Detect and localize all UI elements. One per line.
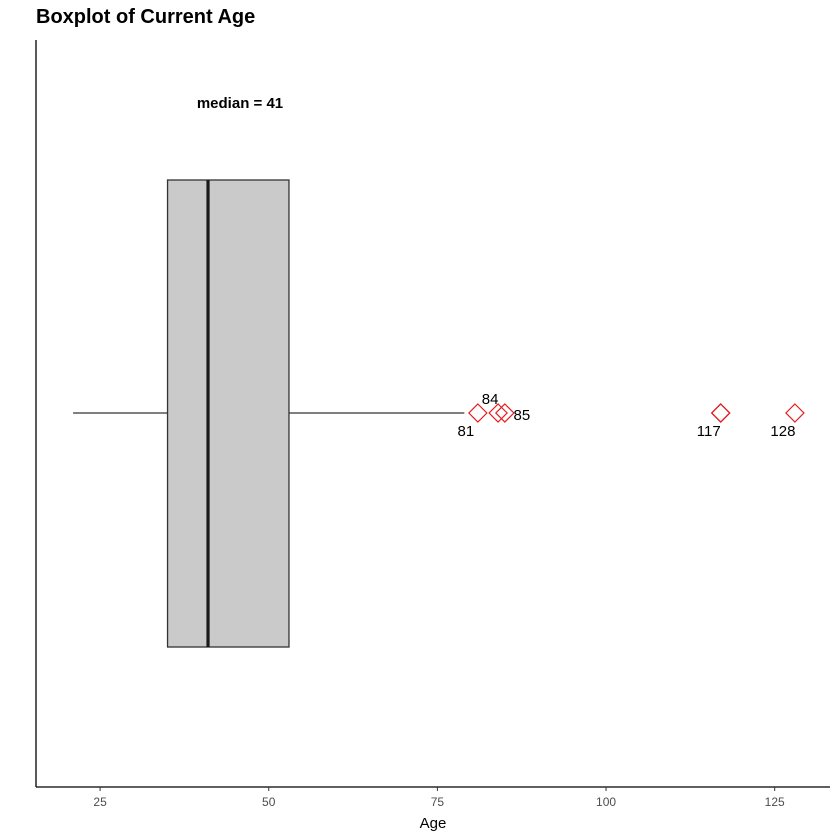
median-annotation: median = 41 xyxy=(197,95,283,112)
iqr-box xyxy=(166,179,290,648)
outlier-label: 128 xyxy=(770,423,795,440)
outlier-point xyxy=(468,403,488,423)
x-tick-label: 50 xyxy=(262,795,276,809)
x-axis-title: Age xyxy=(420,815,447,832)
box-group xyxy=(73,179,465,648)
outlier-label: 117 xyxy=(697,423,721,440)
x-tick-label: 125 xyxy=(765,795,785,809)
x-tick-label: 25 xyxy=(93,795,107,809)
outlier-point xyxy=(710,403,731,423)
outlier-point xyxy=(710,403,731,423)
axes xyxy=(35,40,830,788)
chart-title: Boxplot of Current Age xyxy=(36,6,256,28)
outlier-point xyxy=(785,403,805,423)
outlier-label: 84 xyxy=(482,391,499,408)
outlier-point xyxy=(488,403,508,423)
x-tick-label: 100 xyxy=(596,795,616,809)
x-ticks: 25 50 75 100 125 xyxy=(93,787,785,809)
outlier-label: 85 xyxy=(514,407,531,424)
outlier-label: 81 xyxy=(458,423,475,440)
outliers: 81 84 85 117 128 xyxy=(458,391,805,440)
x-tick-label: 75 xyxy=(431,795,445,809)
outlier-point xyxy=(494,403,515,423)
